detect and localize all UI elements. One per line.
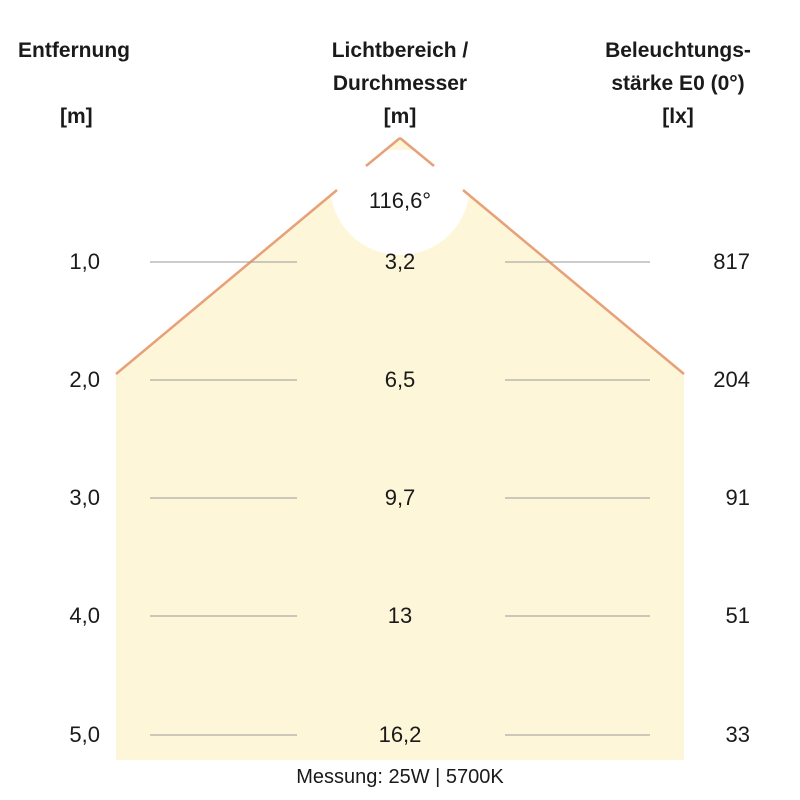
diameter-value: 6,5 — [384, 367, 416, 392]
distance-value: 4,0 — [69, 603, 100, 628]
distance-value: 3,0 — [69, 485, 100, 510]
distance-header-title: Entfernung — [18, 39, 130, 62]
diameter-header-line1: Lichtbereich / — [331, 39, 469, 62]
distance-value: 2,0 — [69, 367, 100, 392]
illuminance-value: 33 — [725, 722, 750, 747]
illuminance-value: 817 — [713, 249, 750, 274]
beam-edge-top-right — [399, 137, 435, 167]
diameter-value: 3,2 — [384, 249, 416, 274]
illuminance-value: 51 — [725, 603, 750, 628]
beam-edge-top-left — [365, 137, 401, 167]
angle-arc-cutout — [330, 150, 470, 255]
diameter-value: 16,2 — [378, 722, 422, 747]
diameter-value: 13 — [387, 603, 413, 628]
diameter-header-line2: Durchmesser — [332, 72, 468, 95]
distance-header-unit: [m] — [60, 105, 93, 128]
illuminance-value: 204 — [713, 367, 750, 392]
diameter-value: 9,7 — [384, 485, 416, 510]
beam-angle-label: 116,6° — [368, 188, 432, 213]
illuminance-header-line1: Beleuchtungs- — [605, 39, 751, 62]
illuminance-header-line2: stärke E0 (0°) — [611, 72, 745, 95]
distance-header: Entfernung [m] — [18, 34, 143, 133]
light-cone-area — [116, 138, 684, 760]
diameter-header: Lichtbereich / Durchmesser [m] — [300, 34, 500, 133]
illuminance-value: 91 — [725, 485, 750, 510]
illuminance-header: Beleuchtungs- stärke E0 (0°) [lx] — [578, 34, 778, 133]
illuminance-header-unit: [lx] — [662, 105, 694, 128]
diameter-header-unit: [m] — [383, 105, 417, 128]
beam-edges — [115, 137, 685, 375]
beam-edge-right — [462, 189, 685, 375]
distance-grid-lines — [150, 261, 650, 736]
distance-value: 5,0 — [69, 722, 100, 747]
distance-value: 1,0 — [69, 249, 100, 274]
beam-edge-left — [115, 189, 338, 375]
measurement-note: Messung: 25W | 5700K — [296, 766, 504, 788]
